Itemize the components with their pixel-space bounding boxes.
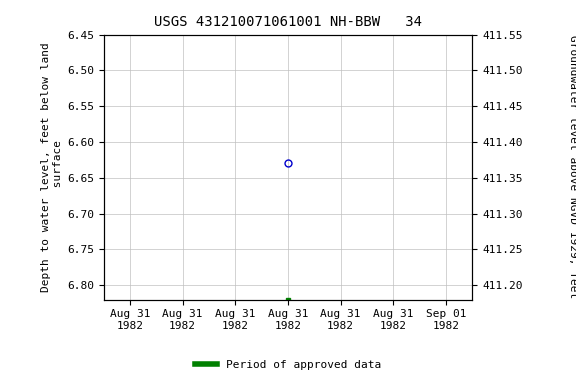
Y-axis label: Groundwater level above NGVD 1929, feet: Groundwater level above NGVD 1929, feet <box>568 35 576 299</box>
Y-axis label: Depth to water level, feet below land
 surface: Depth to water level, feet below land su… <box>41 42 63 292</box>
Legend: Period of approved data: Period of approved data <box>191 356 385 375</box>
Title: USGS 431210071061001 NH-BBW   34: USGS 431210071061001 NH-BBW 34 <box>154 15 422 29</box>
